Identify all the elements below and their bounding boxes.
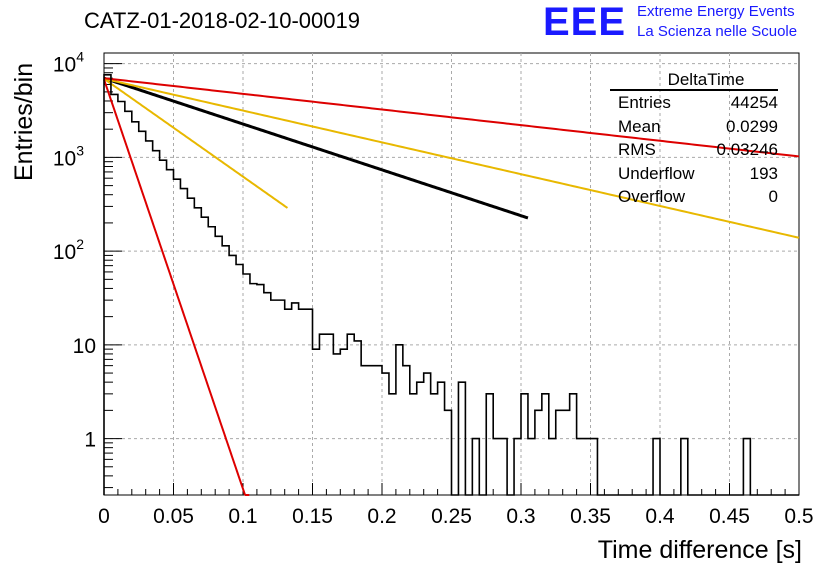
y-tick-label: 1 (84, 429, 96, 452)
stats-label: Overflow (618, 187, 686, 206)
fit-curve-line (103, 77, 289, 209)
y-tick-exponent: 2 (76, 236, 84, 252)
fit-curve-line (103, 79, 250, 496)
chart-title: CATZ-01-2018-02-10-00019 (84, 8, 360, 33)
stats-value: 193 (749, 163, 778, 183)
y-tick-exponent: 3 (76, 142, 84, 158)
x-axis-label: Time difference [s] (597, 536, 802, 564)
x-tick-label: 0.05 (153, 505, 194, 528)
y-tick-base: 10 (53, 147, 76, 170)
stats-row: Underflow 193 (610, 162, 778, 186)
logo-tagline-1: Extreme Energy Events (637, 3, 795, 20)
fit-curve-line (103, 76, 529, 220)
fit-curve-line (103, 77, 800, 239)
x-tick-label: 0.15 (292, 505, 333, 528)
stats-label: Mean (618, 116, 661, 136)
histogram-series (103, 74, 799, 496)
fit-curves (103, 76, 800, 496)
stats-row: Overflow 0 (610, 185, 778, 209)
y-tick-label: 103 (53, 142, 84, 170)
stats-label: Entries (618, 93, 671, 112)
y-tick-base: 10 (73, 335, 96, 358)
stats-title: DeltaTime (610, 70, 778, 91)
stats-label: Underflow (618, 163, 695, 183)
histogram-outline (103, 74, 799, 496)
y-tick-label: 102 (53, 236, 84, 264)
fit-curve-line (103, 77, 800, 158)
x-tick-label: 0 (98, 505, 110, 528)
y-tick-label: 104 (53, 49, 84, 77)
y-tick-base: 10 (53, 54, 76, 77)
x-tick-label: 0.35 (570, 505, 611, 528)
eee-logo: EEE (543, 0, 627, 44)
stats-value: 0.03246 (716, 140, 778, 159)
x-tick-label: 0.4 (645, 505, 675, 528)
y-tick-exponent: 4 (76, 49, 84, 65)
x-tick-label: 0.5 (784, 505, 813, 528)
stats-label: RMS (618, 140, 656, 159)
x-tick-label: 0.25 (431, 505, 472, 528)
x-tick-label: 0.45 (709, 505, 750, 528)
logo-tagline-2: La Scienza nelle Scuole (637, 23, 798, 40)
stats-value: 44254 (730, 93, 778, 112)
y-tick-label: 10 (73, 335, 96, 358)
stats-value: 0.0299 (726, 116, 778, 136)
y-axis-label: Entries/bin (10, 62, 38, 181)
stats-row: Entries 44254 (610, 91, 778, 115)
x-axis: 0 0.05 0.1 0.15 0.2 0.25 0.3 0.35 0.4 0.45 0.5 (98, 483, 814, 528)
stats-row: RMS 0.03246 (610, 138, 778, 162)
stats-row: Mean 0.0299 (610, 115, 778, 139)
x-tick-label: 0.3 (506, 505, 535, 528)
y-tick-base: 10 (53, 241, 76, 264)
stats-value: 0 (768, 187, 778, 206)
y-tick-base: 1 (84, 429, 96, 452)
stats-box: DeltaTime Entries 44254 Mean 0.0299 RMS … (610, 70, 778, 209)
x-tick-label: 0.1 (228, 505, 257, 528)
x-tick-label: 0.2 (367, 505, 396, 528)
